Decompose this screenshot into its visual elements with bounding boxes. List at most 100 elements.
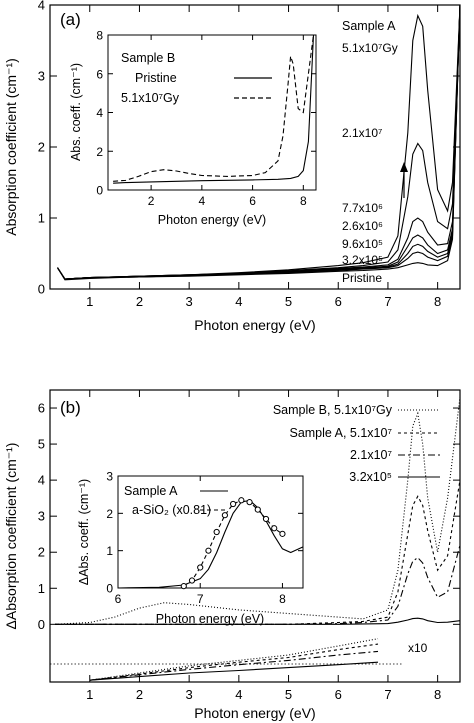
panel-a-inset-y-tick-label: 6: [96, 67, 103, 81]
panel-a-inset-y-tick-label: 2: [96, 145, 103, 159]
panel-a-x-ticks: 1 2 3 4 5 6 7 8: [86, 5, 441, 309]
panel-b-y-tick-label: 1: [38, 581, 45, 596]
panel-a-label-series-4: 9.6x10⁵: [342, 237, 383, 251]
panel-a: (a) 0 1 2 3 4 1 2 3 4 5 6 7 8 Photon energy (eV) Ab…: [3, 0, 461, 333]
panel-a-inset-y-tick-label: 8: [96, 29, 103, 43]
panel-b-y-tick-label: 0: [38, 617, 45, 632]
panel-b-inset-series-1-point: [213, 528, 220, 536]
panel-a-inset-x-tick-label: 6: [249, 194, 256, 208]
panel-a-x-tick-label: 5: [285, 294, 292, 309]
panel-a-x-tick-label: 7: [384, 294, 391, 309]
panel-b-inset-series-1-point: [238, 497, 245, 504]
panel-a-y-tick-label: 0: [38, 282, 45, 297]
panel-a-inset-series-1-line: [113, 35, 315, 182]
panel-b-inset-x-axis-label: Photon energy (eV): [156, 612, 264, 626]
panel-b-inset-series-1-point: [188, 577, 196, 584]
panel-a-y-tick-label: 1: [38, 211, 45, 226]
panel-b-inset-series-1-point: [271, 525, 278, 532]
panel-b-legend: Sample B, 5.1x10⁷Gy Sample A, 5.1x10⁷ 2.…: [273, 403, 440, 484]
panel-b-inset-series-1-point: [279, 530, 286, 537]
panel-a-x-tick-label: 2: [136, 294, 143, 309]
panel-a-inset-series: [113, 35, 315, 184]
panel-b-x-axis-label: Photon energy (eV): [194, 705, 315, 721]
panel-b-inset-legend-label-1: a-SiO₂ (x0.81): [132, 503, 211, 517]
panel-b-inset-series-1-point: [205, 547, 212, 554]
panel-b-legend-label-1: Sample A, 5.1x10⁷: [289, 426, 392, 440]
panel-b-x-tick-label: 3: [186, 687, 193, 702]
panel-a-label: (a): [60, 10, 81, 29]
panel-a-y-tick-label: 2: [38, 140, 45, 155]
panel-a-y-axis-label: Absorption coefficient (cm⁻¹): [3, 58, 19, 236]
panel-b-inset-series-1-point: [221, 512, 228, 519]
panel-b-x-tick-label: 1: [86, 687, 93, 702]
panel-b-inset-series-1-point: [262, 515, 270, 523]
panel-a-inset-legend-title: Sample B: [121, 51, 175, 65]
panel-a-inset-series-0-line: [113, 35, 315, 184]
panel-b-x-tick-label: 8: [434, 687, 441, 702]
panel-a-x-tick-label: 4: [235, 294, 242, 309]
panel-b-inset-x-tick-label: 8: [279, 592, 286, 606]
panel-a-x-tick-label: 8: [434, 294, 441, 309]
panel-a-y-tick-label: 3: [38, 69, 45, 84]
panel-b-scale-annotation: x10: [408, 641, 428, 655]
panel-a-x-tick-label: 1: [86, 294, 93, 309]
panel-b-legend-label-0: Sample B, 5.1x10⁷Gy: [273, 403, 393, 417]
panel-a-x-tick-label: 6: [335, 294, 342, 309]
panel-a-inset-y-ticks: 0 2 4 6 8: [96, 29, 316, 198]
panel-a-series: [57, 5, 460, 281]
panel-b-series-0-line: [54, 397, 460, 625]
panel-b-y-tick-label: 3: [38, 509, 45, 524]
panel-a-series-6-line: [57, 5, 460, 281]
panel-b-legend-label-3: 3.2x10⁵: [349, 470, 392, 484]
panel-b-inset-series-1-point: [180, 583, 187, 590]
panel-a-label-series-1: 2.1x10⁷: [342, 126, 382, 140]
panel-a-inset-x-tick-label: 2: [148, 194, 155, 208]
panel-a-inset: 0 2 4 6 8 2 4 6 8 Photon energy (eV) Abs. coeff…: [69, 29, 317, 227]
panel-b-inset-series-1-point: [197, 564, 204, 571]
panel-a-label-series-0: 5.1x10⁷Gy: [342, 41, 398, 55]
panel-a-legend-title: Sample A: [342, 19, 396, 33]
panel-b-inset-y-tick-label: 0: [106, 582, 113, 596]
panel-a-inset-x-ticks: 2 4 6 8: [148, 35, 307, 208]
panel-a-inset-x-axis-label: Photon energy (eV): [158, 213, 266, 227]
panel-b-series-5-line: [89, 643, 379, 681]
panel-b-series-4-line: [89, 638, 379, 681]
panel-b-y-tick-label: 6: [38, 401, 45, 416]
panel-b-inset-series-1-point: [246, 499, 253, 506]
panel-b-series-6-line: [89, 650, 379, 681]
panel-b-y-tick-label: 2: [38, 545, 45, 560]
panel-a-inset-legend-label-0: Pristine: [135, 71, 177, 85]
panel-b-frame: [49, 389, 461, 683]
panel-b-y-tick-label: 4: [38, 473, 45, 488]
panel-b-series-7-line: [89, 661, 379, 681]
panel-a-inset-frame: [107, 34, 317, 191]
panel-b-inset-x-tick-label: 6: [115, 592, 122, 606]
panel-a-label-series-6: Pristine: [342, 271, 382, 285]
panel-b-x-tick-label: 2: [136, 687, 143, 702]
panel-b-inset-series: [118, 497, 303, 590]
panel-b-y-ticks: 0 1 2 3 4 5 6: [38, 401, 460, 632]
panel-b-x-tick-label: 7: [384, 687, 391, 702]
panel-a-label-series-5: 3.2x10⁵: [342, 253, 383, 267]
panel-a-label-series-3: 2.6x10⁶: [342, 219, 383, 233]
panel-a-inset-y-tick-label: 0: [96, 184, 103, 198]
panel-b-inset-y-ticks: 0 1 2 3: [106, 470, 303, 596]
panel-a-inset-legend-label-1: 5.1x10⁷Gy: [121, 91, 180, 105]
panel-b-inset-legend-label-0: Sample A: [124, 484, 178, 498]
panel-a-inset-x-tick-label: 8: [300, 194, 307, 208]
panel-b-inset-x-tick-label: 7: [197, 592, 204, 606]
panel-a-series-3-line: [57, 5, 460, 280]
panel-b-x-tick-label: 6: [335, 687, 342, 702]
panel-b-inset-y-tick-label: 3: [106, 470, 113, 484]
panel-b-inset-y-tick-label: 2: [106, 507, 113, 521]
panel-a-inset-x-tick-label: 4: [199, 194, 206, 208]
panel-b-label: (b): [60, 398, 81, 417]
panel-a-y-tick-label: 4: [38, 0, 45, 13]
panel-b-inset-series-1-point: [254, 506, 261, 513]
panel-b-inset-series-1-point: [230, 500, 237, 508]
panel-b-x-tick-label: 5: [285, 687, 292, 702]
panel-b-series-3-line: [55, 617, 460, 625]
panel-a-inset-y-tick-label: 4: [96, 106, 103, 120]
